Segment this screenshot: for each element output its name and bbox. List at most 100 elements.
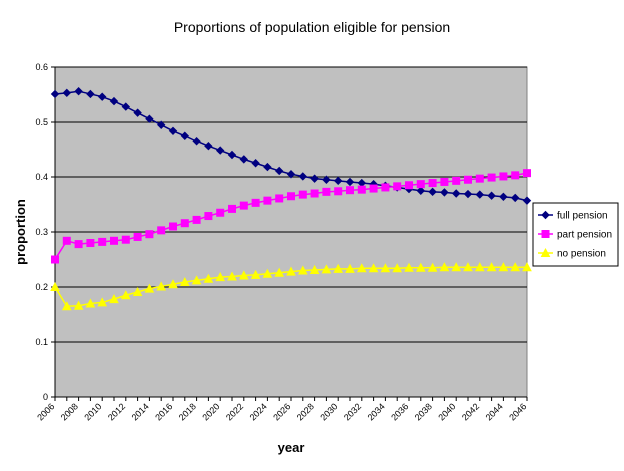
data-point-no-pension — [238, 270, 249, 280]
data-point-full-pension — [227, 150, 237, 160]
data-point-no-pension — [321, 264, 332, 274]
legend-marker-part-pension — [541, 230, 550, 238]
legend-label-part-pension: part pension — [557, 230, 612, 241]
legend-label-no-pension: no pension — [557, 249, 606, 260]
data-point-full-pension — [451, 189, 461, 198]
data-point-part-pension — [180, 219, 189, 228]
data-point-part-pension — [121, 235, 130, 244]
data-point-part-pension — [133, 232, 142, 241]
data-point-full-pension — [239, 155, 249, 164]
x-tick-label: 2014 — [130, 401, 151, 422]
data-point-no-pension — [274, 267, 285, 277]
y-tick-label: 0.6 — [35, 62, 48, 72]
data-point-part-pension — [310, 189, 319, 198]
data-point-part-pension — [251, 198, 260, 207]
data-point-no-pension — [97, 297, 108, 307]
data-point-part-pension — [98, 237, 107, 246]
x-tick-label: 2046 — [507, 401, 528, 422]
legend: full pension part pension no pension — [532, 202, 619, 267]
data-point-full-pension — [192, 137, 201, 146]
data-point-full-pension — [251, 159, 260, 168]
data-point-full-pension — [204, 141, 213, 151]
data-point-no-pension — [179, 276, 190, 287]
x-tick-label: 2010 — [82, 401, 103, 422]
data-point-full-pension — [310, 174, 319, 183]
data-point-no-pension — [404, 262, 414, 272]
data-point-no-pension — [451, 262, 462, 272]
x-tick-label: 2006 — [35, 401, 56, 422]
x-tick-label: 2028 — [295, 401, 316, 422]
x-tick-label: 2040 — [436, 401, 457, 422]
data-point-no-pension — [144, 283, 155, 293]
data-point-no-pension — [109, 294, 119, 304]
data-point-full-pension — [345, 177, 355, 187]
data-point-full-pension — [475, 190, 485, 199]
data-point-full-pension — [510, 193, 520, 203]
data-point-no-pension — [463, 262, 473, 272]
data-point-full-pension — [322, 175, 331, 184]
data-point-full-pension — [109, 96, 119, 106]
data-point-full-pension — [62, 88, 72, 98]
data-point-part-pension — [157, 226, 166, 235]
data-point-part-pension — [51, 255, 59, 264]
data-point-part-pension — [228, 204, 236, 213]
x-tick-label: 2042 — [460, 401, 481, 422]
data-point-no-pension — [215, 272, 226, 282]
data-point-no-pension — [250, 269, 261, 279]
data-point-no-pension — [203, 273, 214, 283]
y-tick-label: 0.2 — [35, 282, 48, 292]
data-point-full-pension — [298, 172, 308, 181]
data-point-part-pension — [405, 181, 413, 190]
data-point-part-pension — [369, 184, 378, 193]
data-point-full-pension — [522, 196, 532, 205]
data-point-full-pension — [215, 146, 225, 155]
data-point-part-pension — [416, 180, 425, 189]
data-point-part-pension — [440, 177, 449, 186]
data-point-part-pension — [263, 196, 272, 205]
data-point-full-pension — [180, 131, 190, 140]
x-tick-label: 2022 — [224, 401, 245, 422]
y-tick-label: 0.3 — [35, 227, 48, 237]
data-point-part-pension — [204, 212, 213, 221]
data-point-full-pension — [145, 114, 154, 123]
data-point-full-pension — [333, 176, 343, 186]
x-tick-label: 2044 — [484, 401, 505, 422]
data-point-no-pension — [427, 262, 438, 272]
data-point-part-pension — [74, 240, 83, 249]
x-tick-label: 2016 — [153, 401, 174, 422]
series-part-pension — [51, 169, 531, 264]
data-point-part-pension — [298, 190, 307, 199]
data-point-no-pension — [85, 298, 96, 308]
data-point-full-pension — [168, 126, 178, 136]
data-point-no-pension — [486, 262, 497, 272]
x-tick-label: 2034 — [366, 401, 387, 422]
data-point-no-pension — [333, 263, 344, 273]
data-point-no-pension — [510, 262, 521, 272]
x-tick-label: 2024 — [248, 401, 269, 422]
data-point-part-pension — [287, 192, 295, 201]
y-tick-label: 0.5 — [35, 117, 48, 127]
x-tick-label: 2038 — [413, 401, 434, 422]
x-axis-title: year — [278, 440, 305, 455]
data-point-part-pension — [393, 182, 402, 191]
data-point-no-pension — [286, 266, 296, 276]
data-point-full-pension — [133, 108, 142, 117]
data-point-no-pension — [498, 262, 509, 272]
data-point-part-pension — [239, 201, 248, 210]
y-tick-label: 0.1 — [35, 337, 48, 347]
data-point-part-pension — [145, 230, 154, 239]
x-tick-label: 2008 — [59, 401, 80, 422]
data-point-no-pension — [132, 286, 143, 296]
data-point-part-pension — [110, 236, 118, 245]
data-point-part-pension — [86, 239, 95, 247]
data-point-no-pension — [356, 263, 367, 273]
x-tick-label: 2020 — [200, 401, 221, 422]
data-point-full-pension — [487, 191, 496, 200]
y-tick-label: 0.4 — [35, 172, 48, 182]
x-tick-label: 2018 — [177, 401, 198, 422]
data-point-no-pension — [368, 263, 379, 273]
data-point-no-pension — [191, 275, 202, 285]
data-point-no-pension — [120, 290, 131, 300]
data-point-no-pension — [392, 263, 403, 273]
data-point-full-pension — [74, 86, 83, 96]
